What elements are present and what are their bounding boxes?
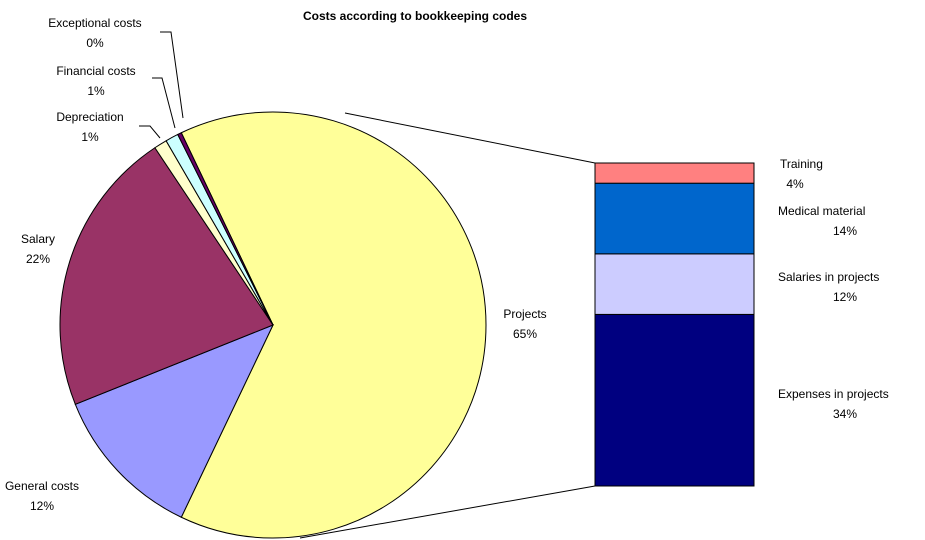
bar-value-label: 14% <box>833 224 857 238</box>
bar-value-label: 34% <box>833 407 857 421</box>
chart-title: Costs according to bookkeeping codes <box>303 9 527 23</box>
pie-slice <box>177 132 274 326</box>
slice-value-label: 65% <box>513 327 537 341</box>
slice-label: Exceptional costs <box>48 16 141 30</box>
leader-line <box>139 125 161 139</box>
slice-label: Depreciation <box>56 110 123 124</box>
connector-line <box>299 485 596 539</box>
slice-value-label: 1% <box>81 130 99 144</box>
leader-line <box>152 77 176 129</box>
leader-line <box>160 31 184 119</box>
bar-segment <box>594 253 755 315</box>
bar-segment <box>594 182 755 255</box>
slice-value-label: 1% <box>87 84 105 98</box>
slice-value-label: 12% <box>30 499 54 513</box>
slice-label: Financial costs <box>56 64 135 78</box>
slice-value-label: 0% <box>86 36 104 50</box>
leader-lines <box>139 31 184 139</box>
bar-label: Expenses in projects <box>778 387 889 401</box>
slice-label: Salary <box>21 232 55 246</box>
bar-segment <box>594 162 755 184</box>
bar-value-label: 4% <box>786 177 804 191</box>
pie-slice <box>74 324 275 518</box>
bar-label: Training <box>780 157 823 171</box>
slice-label: Projects <box>503 307 546 321</box>
pie-slice <box>59 147 274 405</box>
bar-segment <box>594 313 755 487</box>
slice-label: General costs <box>5 479 79 493</box>
pie-slice <box>180 111 487 539</box>
connector-line <box>344 112 596 164</box>
bar-value-label: 12% <box>833 290 857 304</box>
slice-value-label: 22% <box>26 252 50 266</box>
bar-label: Salaries in projects <box>778 270 879 284</box>
bar-label: Medical material <box>778 204 865 218</box>
